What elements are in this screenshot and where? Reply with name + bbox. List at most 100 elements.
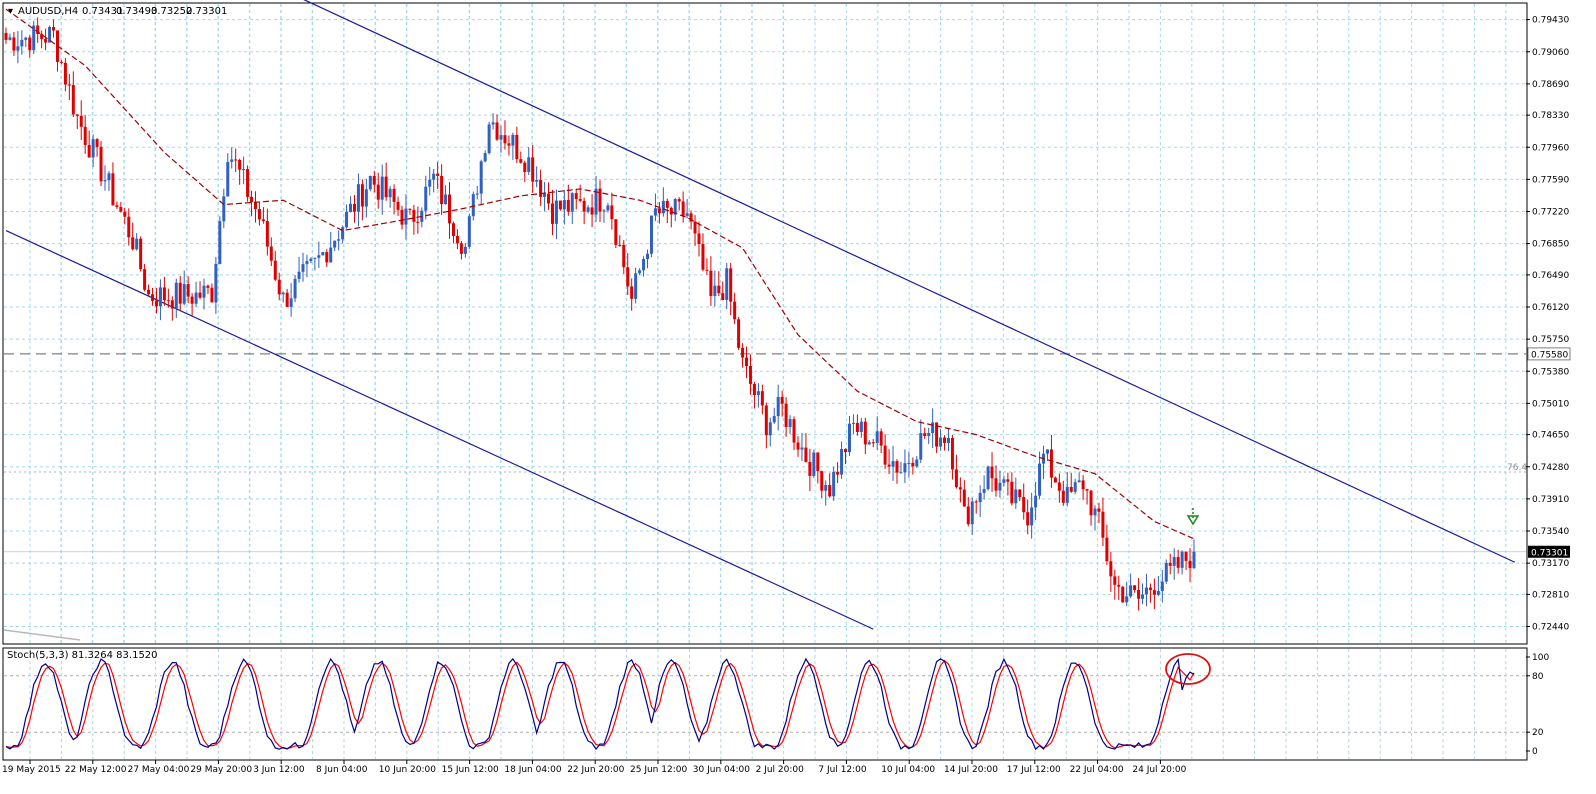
candle-body — [507, 143, 511, 146]
candle-body — [657, 208, 661, 214]
candle-body — [614, 219, 618, 245]
candle-body — [1077, 480, 1081, 483]
candle-body — [285, 292, 289, 307]
time-tick-label: 22 May 12:00 — [65, 765, 127, 775]
candle-body — [701, 244, 705, 270]
candle-body — [832, 471, 836, 497]
price-tick-label: 0.79430 — [1532, 16, 1569, 26]
candle-body — [681, 201, 685, 216]
candle-body — [836, 471, 840, 475]
candle-body — [95, 139, 99, 147]
candle-body — [689, 213, 693, 222]
dropdown-triangle-icon[interactable]: ▾ — [8, 6, 13, 17]
candle-body — [772, 416, 776, 423]
price-tick-label: 0.75750 — [1532, 335, 1569, 345]
candle-body — [1045, 449, 1049, 454]
fib-label: 76.4 — [1507, 463, 1527, 473]
candle-body — [776, 396, 780, 417]
candle-body — [673, 199, 677, 215]
candle-body — [812, 452, 816, 476]
candle-body — [289, 298, 293, 307]
candle-body — [396, 201, 400, 210]
candle-body — [1097, 508, 1101, 512]
candle-body — [297, 271, 301, 279]
candle-body — [48, 27, 52, 43]
candle-body — [606, 205, 610, 211]
candle-body — [855, 422, 859, 433]
candle-body — [582, 200, 586, 212]
candle-body — [998, 482, 1002, 491]
candle-body — [8, 37, 12, 40]
candle-body — [1160, 581, 1164, 591]
candle-body — [352, 203, 356, 212]
moving-average-line — [5, 8, 1195, 540]
candle-body — [360, 184, 364, 207]
candle-body — [91, 139, 95, 158]
candle-body — [756, 391, 760, 396]
candle-body — [368, 175, 372, 190]
candle-body — [202, 285, 206, 298]
candle-body — [1057, 482, 1061, 491]
candle-body — [40, 33, 44, 40]
stoch-header: Stoch(5,3,3) 81.3264 83.1520 — [7, 650, 158, 661]
candle-body — [1014, 489, 1018, 504]
candle-body — [1184, 551, 1188, 561]
candle-body — [903, 463, 907, 473]
candle-body — [467, 216, 471, 247]
candle-body — [923, 433, 927, 436]
candle-body — [709, 270, 713, 296]
candle-body — [75, 114, 79, 116]
candle-body — [867, 442, 871, 445]
main-grid — [4, 4, 1526, 643]
candle-body — [186, 284, 190, 297]
candle-body — [562, 200, 566, 210]
candle-body — [1010, 481, 1014, 504]
candle-body — [550, 203, 554, 224]
candle-body — [71, 85, 75, 115]
candle-body — [1180, 551, 1184, 568]
candle-body — [990, 466, 994, 479]
candle-body — [685, 213, 689, 216]
candle-body — [115, 205, 119, 208]
price-channel — [5, 0, 1516, 630]
candle-body — [12, 37, 16, 51]
candle-body — [412, 209, 416, 222]
candle-body — [986, 466, 990, 490]
candle-body — [1034, 495, 1038, 508]
candle-body — [1022, 497, 1026, 513]
candle-body — [364, 189, 368, 207]
candle-body — [859, 421, 863, 433]
candle-body — [558, 200, 562, 210]
candle-body — [79, 115, 83, 127]
candle-body — [622, 244, 626, 268]
candle-body — [67, 84, 71, 86]
candle-body — [206, 285, 210, 288]
candle-body — [313, 257, 317, 259]
candle-body — [147, 289, 151, 295]
candle-body — [570, 193, 574, 212]
candle-body — [428, 179, 432, 187]
open-value: 0.73431 — [82, 6, 123, 17]
candle-body — [1141, 594, 1145, 599]
candle-body — [697, 233, 701, 245]
candle-body — [1069, 486, 1073, 492]
price-tick-label: 0.74280 — [1532, 463, 1569, 473]
candle-body — [214, 263, 218, 303]
candle-body — [1148, 587, 1152, 591]
candle-body — [455, 235, 459, 244]
candle-body — [978, 492, 982, 503]
channel-upper-line — [303, 0, 1516, 563]
candle-body — [788, 419, 792, 428]
candle-body — [566, 200, 570, 212]
candle-body — [222, 196, 226, 222]
candle-body — [345, 211, 349, 228]
candle-body — [1168, 562, 1172, 566]
candle-body — [20, 39, 24, 47]
candle-body — [1026, 512, 1030, 526]
candle-body — [1018, 489, 1022, 498]
candles — [4, 17, 1196, 611]
candle-body — [828, 485, 832, 497]
candle-body — [638, 270, 642, 274]
candle-body — [598, 188, 602, 212]
time-tick-label: 3 Jun 12:00 — [253, 765, 305, 775]
